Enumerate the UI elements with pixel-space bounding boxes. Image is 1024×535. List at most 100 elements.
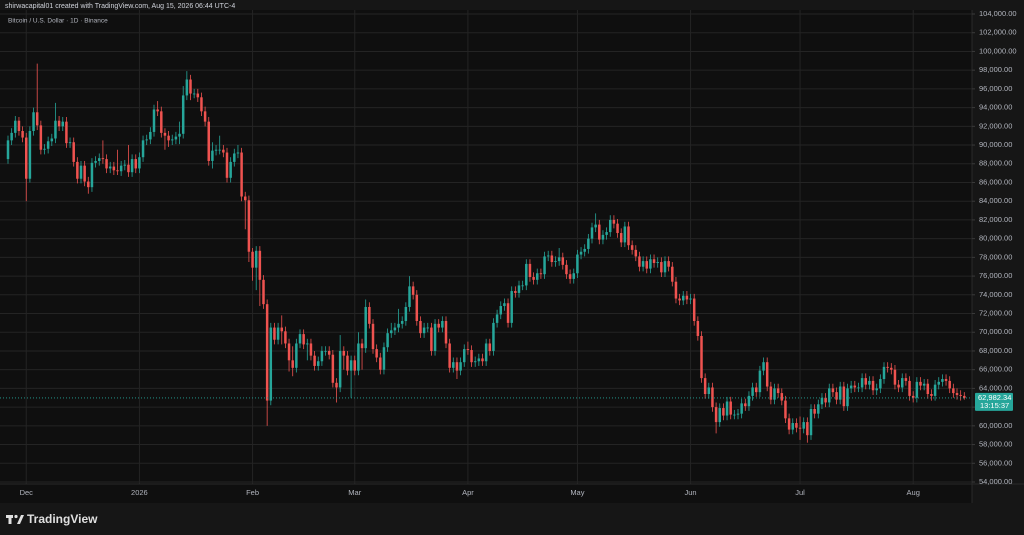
candle-body (627, 226, 630, 246)
candle-body (911, 395, 915, 398)
candle-body (463, 349, 466, 363)
candle-body (612, 219, 616, 224)
candle-body (448, 343, 451, 368)
candle-body (101, 158, 105, 160)
candle-body (473, 361, 477, 363)
candle-body (619, 233, 623, 243)
candle-body (189, 79, 192, 94)
candle-body (751, 387, 754, 396)
candle-body (835, 392, 838, 400)
candle-body (784, 400, 787, 419)
chart-title: Bitcoin / U.S. Dollar · 1D · Binance (8, 18, 108, 25)
candle-body (572, 273, 575, 279)
candle-body (269, 327, 273, 401)
candle-body (375, 349, 378, 358)
candle-body (791, 423, 794, 430)
candle-body (393, 327, 397, 331)
candle-body (32, 112, 35, 131)
candle-body (43, 148, 46, 150)
candle-body (849, 385, 853, 389)
candle-body (598, 224, 601, 240)
x-tick-label: Aug (907, 488, 920, 497)
x-tick-label: Jun (685, 488, 697, 497)
y-tick-label: 100,000.00 (979, 46, 1017, 55)
candle-body (809, 408, 813, 436)
candle-body (21, 131, 24, 138)
candle-body (233, 153, 236, 162)
candle-body (236, 152, 240, 154)
candle-body (747, 395, 751, 407)
candle-body (222, 149, 225, 153)
y-tick-label: 68,000.00 (979, 346, 1012, 355)
candle-body (302, 334, 305, 345)
candle-body (561, 257, 565, 265)
candle-body (50, 138, 54, 142)
candle-body (430, 327, 433, 351)
candle-body (963, 395, 966, 398)
candle-body (364, 306, 367, 349)
logo-part (17, 515, 24, 524)
candle-body (503, 303, 506, 307)
candle-body (714, 407, 718, 423)
candle-body (76, 161, 79, 179)
candle-body (61, 121, 64, 127)
candle-body (196, 93, 200, 98)
y-tick-label: 60,000.00 (979, 421, 1012, 430)
candle-body (35, 112, 39, 126)
candle-body (349, 360, 353, 371)
candle-body (740, 403, 743, 414)
candle-body (824, 397, 827, 403)
candle-body (488, 343, 492, 351)
y-tick-label: 94,000.00 (979, 103, 1012, 112)
candle-body (174, 136, 178, 140)
candle-body (141, 140, 145, 158)
candle-body (846, 388, 849, 407)
candle-body (817, 404, 820, 414)
candle-body (908, 380, 911, 396)
candle-body (368, 306, 371, 324)
candle-body (857, 387, 860, 389)
candle-body (733, 414, 736, 416)
candle-body (346, 355, 349, 371)
candle-body (722, 408, 725, 416)
last-price-label: 62,982.34 (978, 393, 1011, 402)
candle-body (674, 281, 678, 299)
logo-part (14, 514, 18, 519)
candle-body (776, 388, 780, 394)
candle-body (163, 132, 167, 136)
grid (0, 10, 972, 484)
candle-body (787, 418, 791, 430)
candle-body (868, 380, 871, 385)
candle-body (780, 393, 784, 401)
candle-body (579, 251, 583, 255)
candle-body (481, 358, 484, 362)
candle-body (295, 343, 298, 368)
candle-body (98, 158, 101, 161)
candle-body (247, 200, 251, 252)
candle-body (419, 321, 422, 334)
candle-body (313, 355, 316, 366)
candle-body (160, 111, 163, 133)
x-tick-label: 2026 (131, 488, 148, 497)
candle-body (901, 378, 904, 388)
candle-body (306, 343, 309, 345)
candle-body (426, 327, 429, 329)
last-price-box (975, 392, 1013, 411)
candle-body (649, 259, 652, 269)
x-tick-label: Jul (795, 488, 805, 497)
y-tick-label: 70,000.00 (979, 327, 1012, 336)
candle-body (671, 266, 674, 282)
candle-body (167, 135, 170, 141)
y-tick-label: 104,000.00 (979, 9, 1017, 18)
candle-body (886, 366, 889, 368)
candle-body (258, 250, 262, 280)
y-tick-label: 58,000.00 (979, 440, 1012, 449)
candle-body (930, 394, 933, 396)
brand-logo (6, 514, 24, 524)
candle-body (696, 321, 700, 336)
candle-body (623, 226, 627, 243)
candle-body (262, 279, 265, 305)
candle-body (276, 327, 280, 340)
candle-body (335, 382, 338, 388)
candle-body (145, 139, 148, 141)
